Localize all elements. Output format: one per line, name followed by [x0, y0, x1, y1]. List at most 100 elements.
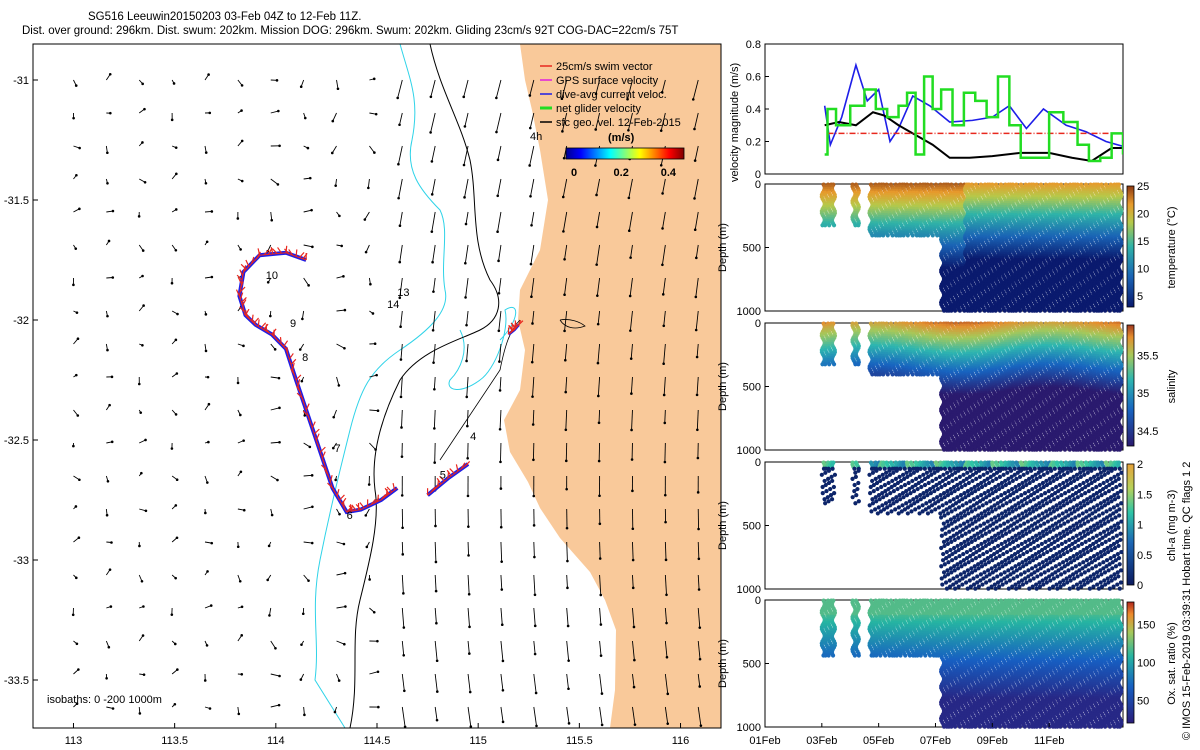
- sfc-geo-arrow-head: [142, 304, 145, 307]
- sfc-geo-arrow-head: [631, 489, 634, 493]
- sfc-geo-arrow-head: [267, 544, 271, 548]
- legend-label-dive: dive-avg current veloc.: [556, 89, 667, 101]
- sfc-geo-arrow-head: [500, 588, 504, 591]
- section-sample: [1103, 308, 1108, 313]
- map-y-tick-label: -31.5: [4, 195, 29, 207]
- sfc-geo-arrow: [270, 211, 273, 221]
- velocity-series-green: [824, 75, 1123, 163]
- sfc-geo-arrow-head: [236, 545, 240, 549]
- sfc-geo-arrow-head: [633, 658, 636, 662]
- sfc-geo-arrow-head: [75, 702, 79, 705]
- sfc-geo-arrow: [632, 640, 635, 661]
- sfc-geo-arrow-head: [598, 494, 601, 498]
- sfc-geo-arrow-head: [377, 705, 380, 709]
- sfc-geo-arrow: [303, 209, 312, 213]
- sfc-geo-arrow-head: [596, 361, 600, 365]
- sfc-geo-arrow: [662, 277, 666, 295]
- sfc-geo-arrow-head: [501, 720, 505, 724]
- sfc-geo-arrow-head: [74, 373, 78, 377]
- sfc-geo-arrow: [431, 211, 436, 232]
- sfc-geo-arrow-head: [398, 123, 401, 127]
- track-swim-vector: [508, 324, 515, 331]
- map-y-ticks: -31-31.5-32-32.5-33-33.5: [4, 75, 38, 687]
- sfc-geo-arrow-head: [496, 230, 499, 233]
- track-day-label: 13: [397, 287, 409, 299]
- sfc-geo-arrow-head: [142, 605, 145, 608]
- sfc-geo-arrow-head: [206, 481, 209, 484]
- sfc-geo-arrow: [270, 376, 280, 379]
- sfc-geo-arrow: [599, 574, 602, 595]
- sfc-geo-arrow-head: [105, 676, 108, 680]
- sfc-geo-arrow-head: [659, 163, 663, 167]
- track-swim-vector: [351, 504, 357, 511]
- sfc-geo-arrow: [432, 310, 436, 331]
- sfc-geo-arrow-head: [208, 707, 212, 710]
- sfc-geo-arrow: [498, 244, 502, 261]
- sfc-geo-arrow: [467, 574, 470, 595]
- sfc-geo-arrow-head: [239, 470, 243, 474]
- sfc-geo-arrow-head: [594, 92, 598, 96]
- track-day-label: 8: [302, 352, 308, 364]
- sfc-geo-arrow-head: [533, 555, 536, 559]
- sfc-geo-arrow-head: [598, 557, 602, 560]
- sfc-geo-arrow: [303, 506, 313, 510]
- sfc-geo-arrow-head: [496, 158, 500, 162]
- sfc-geo-arrow: [336, 309, 345, 312]
- sfc-geo-arrow-head: [204, 313, 208, 316]
- sfc-geo-arrow-head: [236, 381, 240, 385]
- sfc-geo-arrow-head: [529, 262, 533, 266]
- track-swim-vector: [290, 358, 297, 365]
- sfc-geo-arrow: [630, 343, 633, 359]
- sfc-geo-arrow-head: [307, 284, 310, 287]
- sfc-geo-arrow-head: [561, 130, 564, 133]
- sfc-geo-arrow-head: [77, 668, 80, 671]
- sfc-geo-arrow-head: [497, 291, 501, 295]
- sfc-geo-arrow: [529, 112, 535, 129]
- sfc-geo-arrow-head: [110, 440, 114, 444]
- sfc-geo-arrow-head: [141, 82, 144, 86]
- sfc-geo-arrow-head: [299, 678, 303, 681]
- section-sample: [885, 233, 890, 238]
- sfc-geo-arrow: [497, 145, 502, 160]
- sfc-geo-arrow-head: [403, 725, 407, 728]
- sfc-geo-arrow: [596, 244, 601, 265]
- sfc-geo-arrow-head: [367, 186, 370, 190]
- sfc-geo-arrow: [466, 409, 469, 427]
- sfc-geo-arrow-head: [693, 228, 697, 232]
- sfc-geo-arrow-head: [76, 337, 80, 341]
- sfc-geo-arrow: [696, 343, 699, 358]
- sfc-geo-arrow: [531, 343, 535, 363]
- sfc-geo-arrow-head: [594, 128, 598, 131]
- sfc-geo-arrow: [663, 376, 666, 395]
- sfc-geo-arrow: [270, 475, 278, 481]
- sfc-geo-arrow-head: [240, 672, 244, 676]
- sfc-geo-arrow-head: [597, 421, 601, 425]
- sfc-geo-arrow-head: [666, 722, 670, 725]
- sfc-geo-arrow: [336, 640, 345, 645]
- sfc-geo-arrow-head: [662, 362, 665, 365]
- sfc-geo-arrow-head: [499, 487, 503, 490]
- track-swim-vector: [237, 277, 242, 285]
- sfc-geo-arrow-head: [696, 428, 699, 432]
- sfc-geo-arrow-head: [629, 357, 633, 360]
- sfc-geo-arrow-head: [336, 87, 340, 91]
- sfc-geo-arrow-head: [528, 126, 532, 130]
- sfc-geo-arrow: [533, 706, 537, 726]
- sfc-geo-arrow: [500, 706, 504, 722]
- sfc-geo-arrow-head: [274, 646, 277, 650]
- sfc-geo-arrow-head: [597, 394, 600, 398]
- section-sample: [1042, 308, 1048, 313]
- sfc-geo-arrow-head: [600, 692, 604, 695]
- sfc-geo-arrow-head: [566, 586, 569, 590]
- sfc-geo-arrow: [303, 244, 313, 248]
- sfc-geo-arrow-head: [170, 613, 174, 616]
- sfc-geo-arrow: [697, 574, 700, 590]
- sfc-geo-arrow-head: [301, 317, 304, 321]
- sfc-geo-arrow-head: [175, 172, 178, 176]
- sfc-geo-arrow-head: [143, 180, 147, 184]
- sfc-geo-arrow-head: [400, 455, 404, 458]
- sfc-geo-arrow-head: [266, 578, 269, 582]
- sfc-geo-arrow-head: [342, 275, 345, 278]
